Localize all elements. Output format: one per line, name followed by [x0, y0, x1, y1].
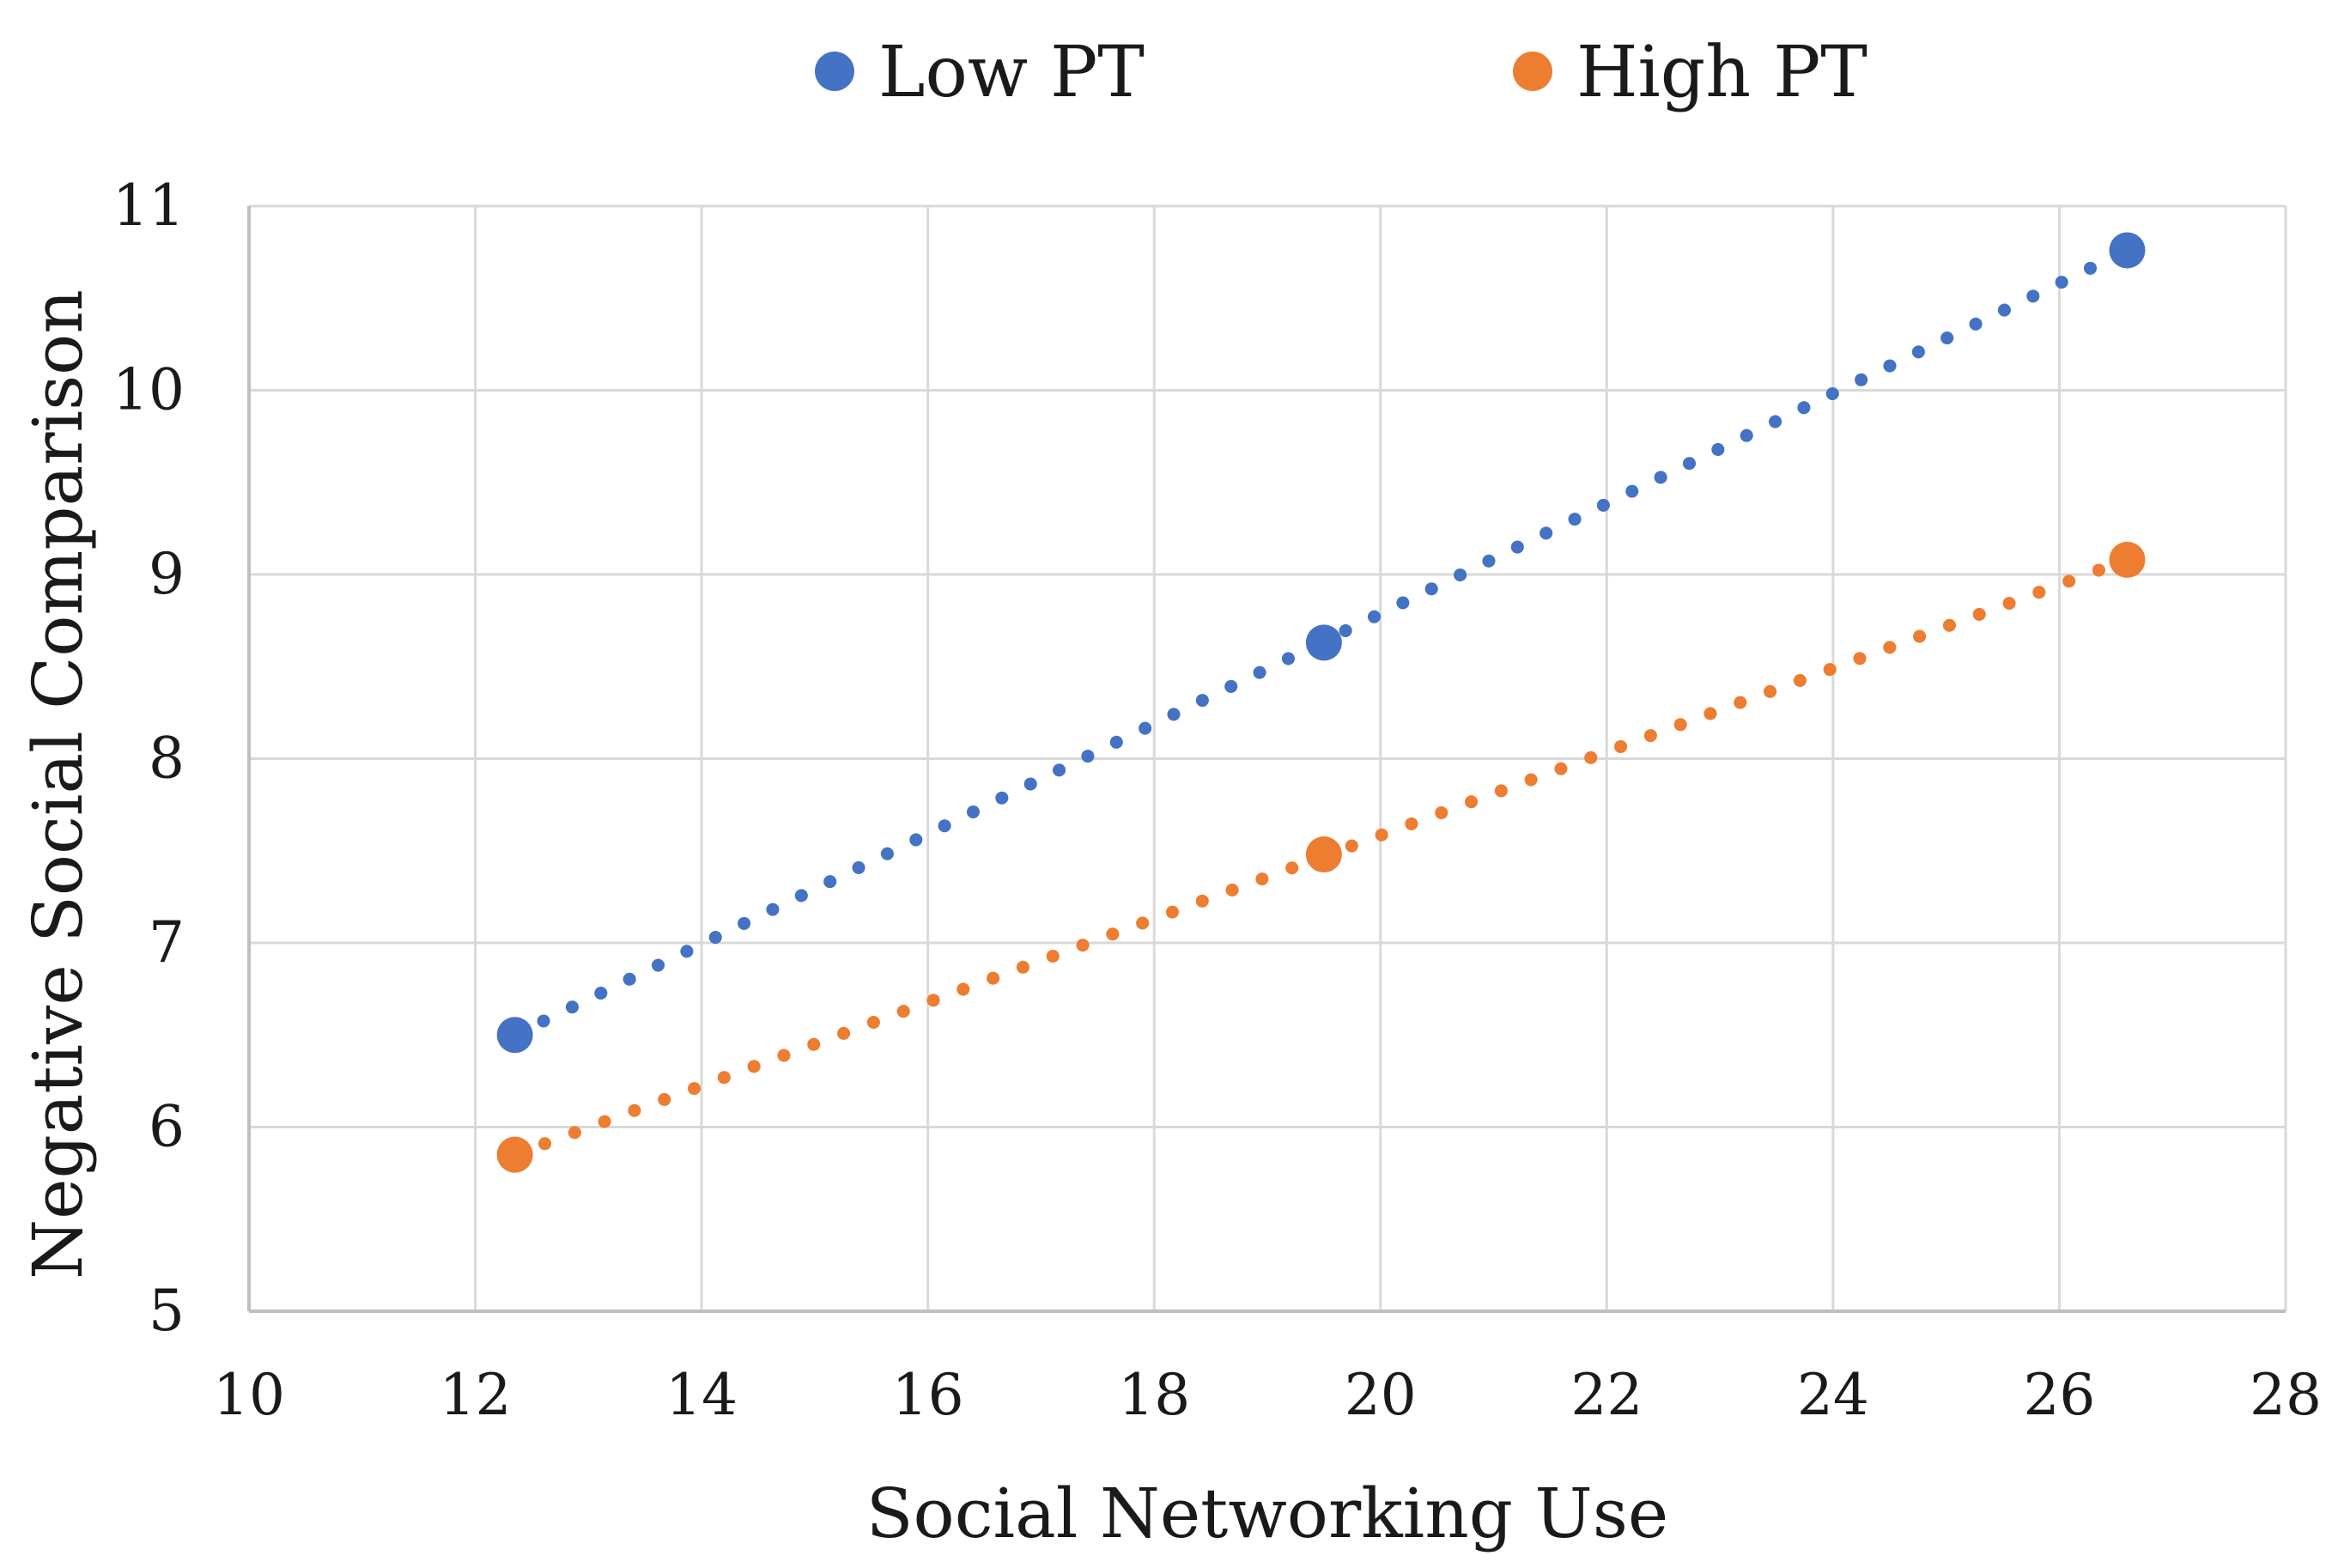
legend: Low PT High PT	[815, 32, 1867, 113]
x-tick-label-12: 12	[440, 1362, 512, 1428]
axes	[247, 206, 2286, 1313]
x-tick-label-16: 16	[892, 1362, 964, 1428]
y-tick-label-7: 7	[149, 909, 185, 975]
legend-marker-low-pt	[815, 52, 854, 91]
x-tick-label-28: 28	[2250, 1362, 2322, 1428]
x-tick-label-22: 22	[1570, 1362, 1643, 1428]
x-tick-label-26: 26	[2023, 1362, 2095, 1428]
y-tick-label-6: 6	[149, 1094, 185, 1160]
x-tick-labels: 10 12 14 16 18 20 22 24 26 28	[213, 1362, 2322, 1428]
legend-marker-high-pt	[1513, 52, 1552, 91]
y-tick-label-11: 11	[112, 173, 185, 239]
y-tick-labels: 5 6 7 8 9 10 11	[112, 173, 185, 1344]
x-tick-label-14: 14	[665, 1362, 738, 1428]
x-tick-label-10: 10	[213, 1362, 285, 1428]
y-tick-label-5: 5	[149, 1278, 185, 1344]
data-point-low-pt-1	[496, 1017, 533, 1054]
data-point-high-pt-3	[2109, 541, 2146, 578]
y-tick-label-8: 8	[149, 726, 185, 792]
data-point-low-pt-2	[1305, 624, 1342, 661]
x-axis-title: Social Networking Use	[866, 1474, 1669, 1553]
y-tick-label-9: 9	[149, 541, 185, 607]
series-layer	[496, 232, 2146, 1173]
x-tick-label-24: 24	[1797, 1362, 1869, 1428]
data-point-high-pt-1	[496, 1136, 533, 1173]
legend-label-high-pt: High PT	[1576, 32, 1867, 113]
x-tick-label-20: 20	[1345, 1362, 1417, 1428]
data-point-high-pt-2	[1305, 836, 1342, 873]
y-axis-title: Negative Social Comparison	[18, 289, 98, 1279]
legend-label-low-pt: Low PT	[878, 32, 1145, 113]
data-point-low-pt-3	[2109, 232, 2146, 269]
y-tick-label-10: 10	[112, 357, 185, 423]
x-tick-label-18: 18	[1118, 1362, 1190, 1428]
